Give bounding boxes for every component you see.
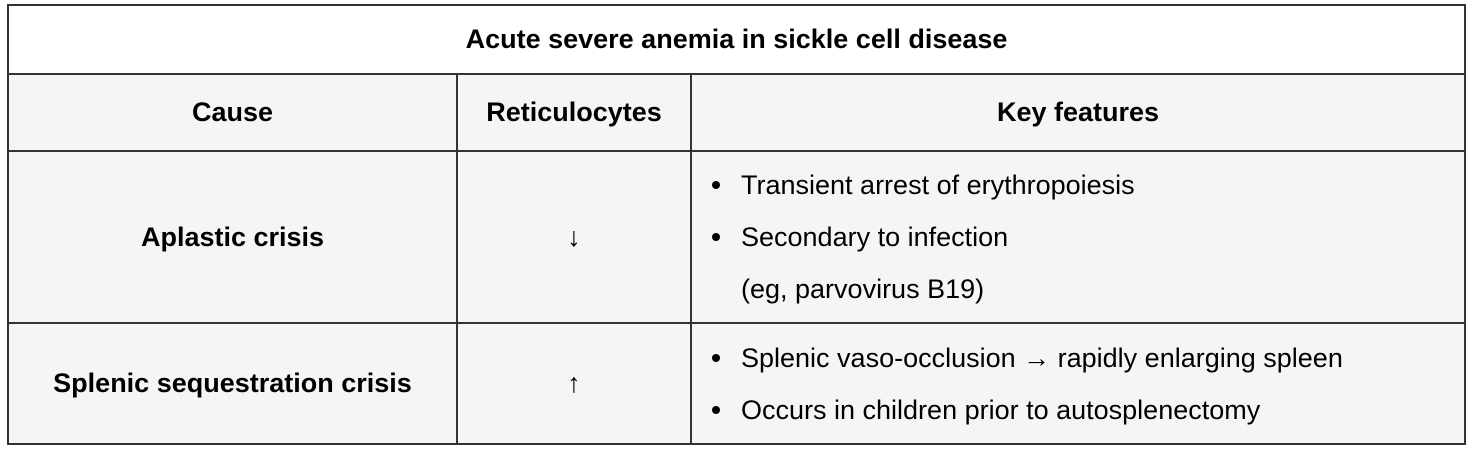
table-row: Splenic sequestration crisis ↑ Splenic v… <box>7 322 1466 445</box>
features-cell: Transient arrest of erythropoiesis Secon… <box>690 150 1466 324</box>
feature-text: Splenic vaso-occlusion → rapidly enlargi… <box>741 342 1343 373</box>
list-item: Transient arrest of erythropoiesis <box>710 159 1464 211</box>
list-item: Secondary to infection (eg, parvovirus B… <box>710 211 1464 315</box>
list-item: Occurs in children prior to autosplenect… <box>710 384 1464 436</box>
table-row: Aplastic crisis ↓ Transient arrest of er… <box>7 150 1466 324</box>
table: Acute severe anemia in sickle cell disea… <box>7 4 1466 445</box>
features-cell: Splenic vaso-occlusion → rapidly enlargi… <box>690 322 1466 445</box>
cause-cell: Aplastic crisis <box>7 150 458 324</box>
table-title: Acute severe anemia in sickle cell disea… <box>7 4 1466 75</box>
sickle-cell-anemia-table: Acute severe anemia in sickle cell disea… <box>7 4 1466 445</box>
header-reticulocytes: Reticulocytes <box>456 73 692 152</box>
feature-text: Occurs in children prior to autosplenect… <box>741 394 1261 425</box>
header-key-features: Key features <box>690 73 1466 152</box>
feature-continuation: (eg, parvovirus B19) <box>741 274 985 304</box>
features-list: Transient arrest of erythropoiesis Secon… <box>692 159 1464 315</box>
header-row: Cause Reticulocytes Key features <box>7 73 1466 152</box>
features-list: Splenic vaso-occlusion → rapidly enlargi… <box>692 332 1464 436</box>
title-row: Acute severe anemia in sickle cell disea… <box>7 4 1466 75</box>
cause-cell: Splenic sequestration crisis <box>7 322 458 445</box>
feature-text: Transient arrest of erythropoiesis <box>741 170 1135 200</box>
reticulocytes-arrow: ↓ <box>456 150 692 324</box>
header-cause: Cause <box>7 73 458 152</box>
list-item: Splenic vaso-occlusion → rapidly enlargi… <box>710 332 1464 384</box>
feature-text: Secondary to infection <box>741 222 1009 252</box>
reticulocytes-arrow: ↑ <box>456 322 692 445</box>
